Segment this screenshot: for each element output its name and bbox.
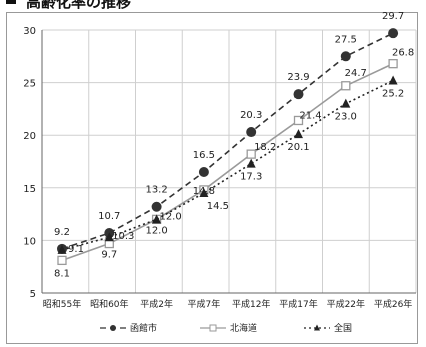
legend-label-1: 北海道 bbox=[230, 322, 257, 334]
data-label: 14.5 bbox=[207, 201, 229, 212]
point-zenkoku bbox=[104, 232, 114, 242]
data-label: 27.5 bbox=[335, 34, 357, 45]
point-zenkoku bbox=[341, 98, 351, 108]
data-label: 16.5 bbox=[193, 150, 215, 161]
series-line-0 bbox=[61, 32, 394, 250]
point-hakodate bbox=[340, 51, 351, 62]
point-hakodate bbox=[151, 201, 162, 212]
x-tick-label: 平成7年 bbox=[188, 298, 221, 310]
legend-label-0: 函館市 bbox=[130, 322, 157, 334]
data-label: 10.7 bbox=[98, 211, 120, 222]
point-hakodate bbox=[246, 127, 257, 138]
y-tick-label: 30 bbox=[23, 26, 36, 37]
chart-title: 高齢化率の推移 bbox=[26, 0, 132, 10]
point-hokkaido bbox=[341, 81, 351, 91]
point-hokkaido bbox=[388, 59, 398, 69]
point-zenkoku bbox=[246, 158, 256, 168]
x-tick-label: 平成12年 bbox=[232, 298, 270, 310]
point-zenkoku bbox=[152, 214, 162, 224]
data-label: 23.9 bbox=[287, 72, 309, 83]
legend: 函館市 北海道 全国 bbox=[100, 322, 352, 334]
grid-layer bbox=[41, 29, 417, 294]
legend-marker-hakodate bbox=[110, 325, 116, 331]
point-zenkoku bbox=[388, 75, 398, 85]
data-label: 12.0 bbox=[159, 211, 181, 222]
y-tick-label: 25 bbox=[23, 79, 36, 90]
data-label-layer: 9.2 10.7 13.2 16.5 20.3 23.9 27.5 29.7 8.1 9.7 12.… bbox=[54, 11, 414, 279]
point-hokkaido bbox=[293, 115, 304, 126]
data-label: 18.2 bbox=[254, 142, 276, 153]
chart-frame bbox=[6, 12, 418, 344]
y-tick-label: 5 bbox=[30, 289, 36, 300]
point-zenkoku bbox=[199, 188, 209, 198]
point-hakodate bbox=[198, 167, 209, 178]
legend-label-2: 全国 bbox=[334, 322, 352, 334]
y-tick-label: 10 bbox=[23, 236, 36, 247]
x-tick-label: 平成22年 bbox=[327, 298, 365, 310]
data-label: 23.0 bbox=[335, 112, 357, 123]
series-layer bbox=[57, 28, 399, 266]
data-label: 25.2 bbox=[382, 88, 404, 99]
data-label: 12.0 bbox=[145, 225, 167, 236]
x-tick-label: 平成26年 bbox=[374, 298, 412, 310]
series-line-2 bbox=[61, 79, 394, 251]
data-label: 20.3 bbox=[240, 110, 262, 121]
x-tick-label: 昭和60年 bbox=[90, 298, 128, 310]
data-label: 20.1 bbox=[287, 142, 309, 153]
axis-layer: 51015202530昭和55年 昭和60年 平成2年 平成7年 平成12年 平成17年平… bbox=[23, 26, 416, 310]
data-label: 24.7 bbox=[345, 68, 367, 79]
data-label: 21.4 bbox=[299, 110, 321, 121]
data-label: 14.8 bbox=[193, 186, 215, 197]
x-tick-label: 平成17年 bbox=[279, 298, 317, 310]
point-hokkaido bbox=[57, 255, 67, 266]
data-label: 9.7 bbox=[101, 250, 117, 261]
y-tick-label: 20 bbox=[23, 131, 36, 142]
point-hakodate bbox=[388, 28, 399, 39]
data-label: 9.1 bbox=[68, 244, 84, 255]
title-bullet bbox=[6, 0, 16, 4]
x-tick-label: 昭和55年 bbox=[43, 298, 81, 310]
data-label: 9.2 bbox=[54, 227, 70, 238]
legend-marker-zenkoku bbox=[314, 324, 320, 331]
x-tick-label: 平成2年 bbox=[140, 298, 173, 310]
point-zenkoku bbox=[294, 129, 303, 139]
title-bar: 高齢化率の推移 bbox=[0, 0, 426, 10]
data-label: 29.7 bbox=[382, 11, 404, 22]
data-label: 10.3 bbox=[112, 231, 134, 242]
data-label: 17.3 bbox=[240, 172, 262, 183]
point-hokkaido bbox=[246, 149, 256, 159]
point-hakodate bbox=[293, 89, 304, 100]
legend-marker-hokkaido bbox=[209, 324, 217, 332]
data-label: 26.8 bbox=[392, 48, 414, 59]
data-label: 13.2 bbox=[145, 185, 167, 196]
point-zenkoku bbox=[57, 244, 67, 254]
y-tick-label: 15 bbox=[23, 184, 36, 195]
data-label: 8.1 bbox=[54, 268, 70, 279]
series-line-1 bbox=[61, 62, 394, 262]
